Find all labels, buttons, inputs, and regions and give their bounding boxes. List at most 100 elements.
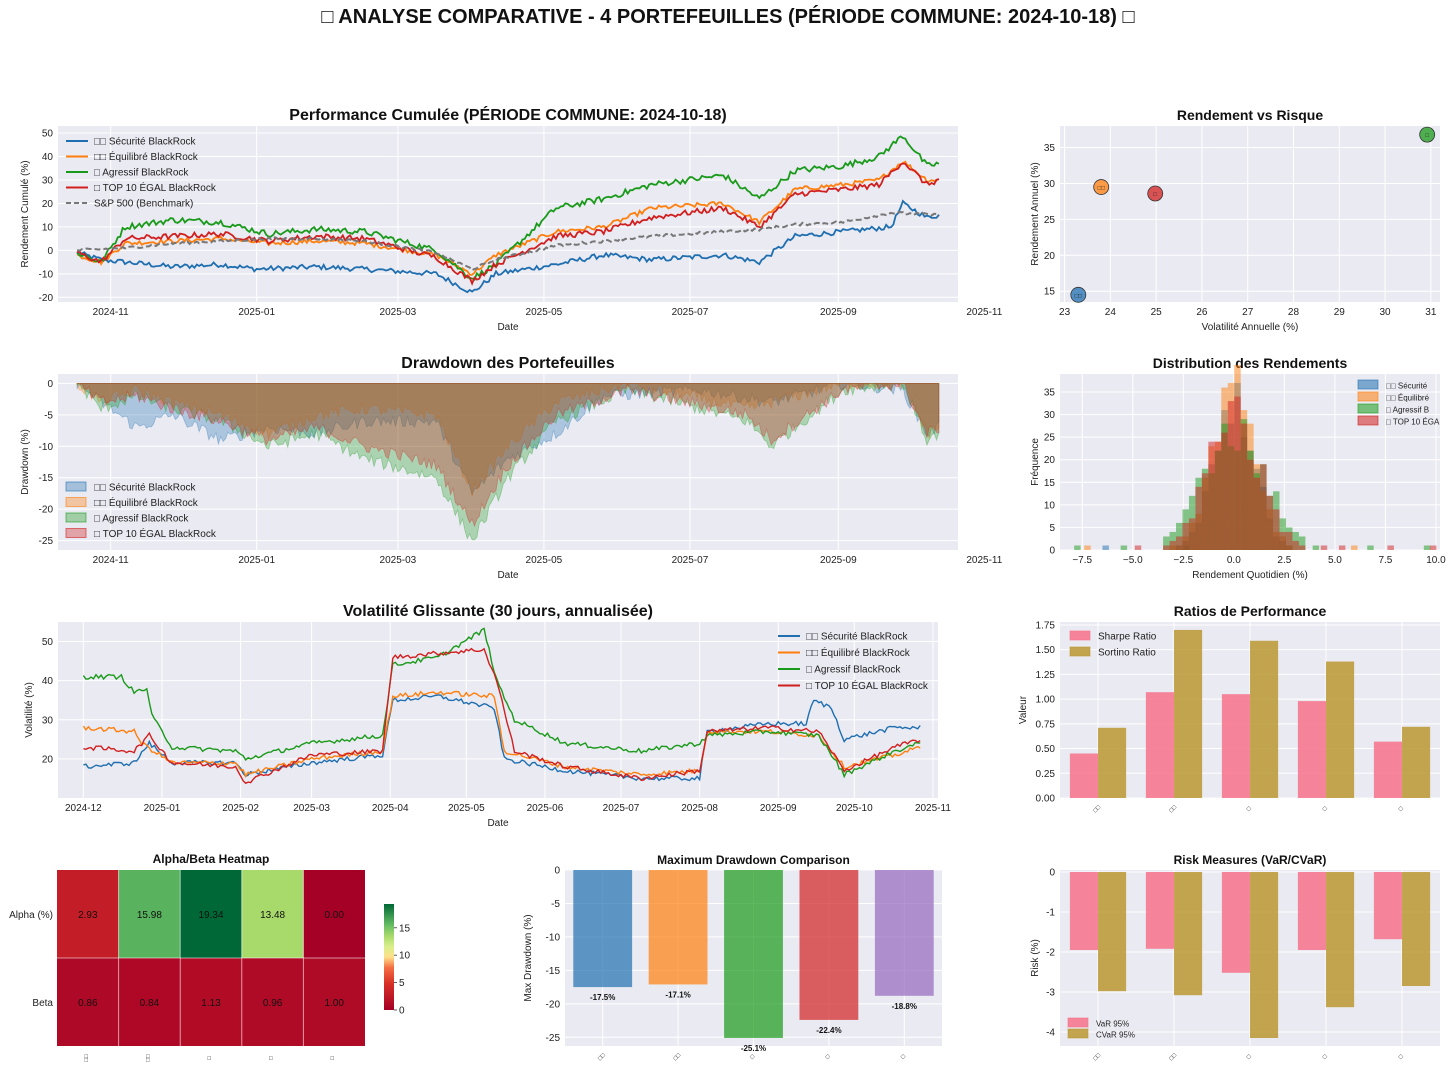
ratios-bar	[1326, 661, 1355, 798]
ratios-ytick-label: 1.75	[1036, 620, 1056, 631]
hist-legend-label: □ TOP 10 ÉGA	[1386, 418, 1440, 427]
hist-bar	[1285, 531, 1293, 550]
ratios-bar	[1373, 741, 1402, 798]
cumperf-ytick-label: 50	[42, 129, 54, 140]
rollvol-series-line	[82, 690, 921, 778]
heatmap-colorbar-label: 10	[399, 951, 411, 962]
cumperf-series-line	[76, 199, 940, 294]
riskret-xtick-label: 30	[1379, 307, 1391, 318]
var-xtick-label: □	[1246, 1054, 1253, 1061]
ratios-ytick-label: 1.25	[1036, 670, 1056, 681]
maxdd-ytick-label: -15	[546, 966, 561, 977]
drawdown-xlabel: Date	[497, 570, 519, 581]
hist-legend-swatch	[1357, 379, 1379, 390]
maxdd-ytick-label: -5	[551, 899, 560, 910]
riskret-xtick-label: 29	[1334, 307, 1346, 318]
rollvol-xtick-label: 2025-05	[448, 803, 485, 814]
var-axes: 0 -1 -2 -3 -4 Risk Measures (VaR/CVaR) Risk (%…	[1030, 853, 1440, 1062]
var-bar	[1402, 872, 1431, 986]
cumperf-xtick-label: 2024-11	[93, 307, 129, 318]
hist-bar	[1120, 545, 1128, 550]
ratios-legend-swatch	[1069, 646, 1091, 657]
maxdd-bar	[799, 870, 859, 1020]
hist-xtick-label: −7.5	[1072, 555, 1092, 566]
ratios-xtick-label: □□	[1093, 804, 1103, 814]
heatmap-cell	[118, 870, 181, 958]
cumperf-ytick-label: 0	[47, 246, 53, 257]
var-ylabel: Risk (%)	[1030, 939, 1041, 977]
heatmap-cell-value: 0.84	[140, 998, 160, 1009]
var-xtick-label: □	[1398, 1054, 1405, 1061]
rollvol-xtick-label: 2025-03	[293, 803, 330, 814]
maxdd-xtick-label: □	[825, 1054, 832, 1061]
riskret-point	[1147, 185, 1164, 202]
drawdown-xtick-label: 2024-11	[93, 555, 129, 566]
maxdd-axes: 0 -5 -10 -15 -20 -25 Maximum Drawdown Comparis…	[523, 853, 942, 1062]
ratios-xtick-label: □	[1246, 806, 1253, 813]
var-legend-label: VaR 95%	[1096, 1020, 1129, 1029]
hist-ytick-label: 0	[1049, 546, 1055, 557]
riskret-axes: 23 24 25 26 27 28 29 30 31 15 20 25 30 35 Rendement vs…	[1030, 107, 1440, 333]
rollvol-xlabel: Date	[487, 818, 509, 829]
drawdown-legend-label: □ Agressif BlackRock	[94, 514, 189, 525]
var-bar	[1174, 872, 1203, 996]
heatmap-cell	[57, 958, 119, 1046]
cumperf-xtick-label: 2025-03	[380, 307, 417, 318]
cumperf-legend-label: □ Agressif BlackRock	[94, 168, 189, 179]
hist-bar	[1163, 536, 1170, 550]
drawdown-area	[76, 381, 940, 541]
drawdown-legend-swatch	[65, 528, 87, 538]
drawdown-legend-swatch	[65, 497, 87, 507]
hist-xtick-label: 5.0	[1328, 555, 1342, 566]
rollvol-xtick-label: 2025-08	[681, 803, 718, 814]
hist-bar	[1221, 432, 1228, 550]
hist-bar	[1134, 545, 1142, 550]
var-bar	[1250, 872, 1279, 1038]
hist-bar	[1176, 536, 1183, 550]
rollvol-ytick-label: 20	[42, 754, 54, 765]
rollvol-ytick-label: 30	[42, 715, 54, 726]
var-xtick-label: □□	[1093, 1052, 1103, 1062]
riskret-xtick-label: 31	[1425, 307, 1437, 318]
hist-bar	[1195, 486, 1202, 550]
hist-ytick-label: 35	[1044, 388, 1056, 399]
drawdown-xtick-label: 2025-07	[672, 555, 709, 566]
cumperf-legend-label: □□ Équilibré BlackRock	[94, 150, 199, 163]
riskret-point-label: □□	[1075, 293, 1083, 299]
riskret-xtick-label: 23	[1059, 307, 1071, 318]
rollvol-legend-label: □□ Sécurité BlackRock	[806, 632, 909, 643]
hist-legend-swatch	[1357, 403, 1379, 414]
hist-bar	[1214, 441, 1222, 550]
ratios-bar	[1250, 640, 1279, 798]
hist-xtick-label: 0.0	[1227, 555, 1241, 566]
ratios-legend-label: Sharpe Ratio	[1098, 632, 1157, 643]
ratios-title: Ratios de Performance	[1174, 603, 1327, 619]
ratios-ytick-label: 1.00	[1036, 695, 1056, 706]
cumperf-series-line	[76, 135, 940, 281]
drawdown-legend-label: □ TOP 10 ÉGAL BlackRock	[94, 527, 217, 540]
riskret-point	[1070, 286, 1087, 303]
hist-axes: −7.5 −5.0 −2.5 0.0 2.5 5.0 7.5 10.0 0 5 10 15 20 25 30…	[1030, 355, 1446, 581]
maxdd-ytick-label: -20	[546, 999, 561, 1010]
drawdown-xtick-label: 2025-09	[820, 555, 857, 566]
heatmap-cell-value: 1.00	[324, 998, 344, 1009]
maxdd-value-label: -22.4%	[816, 1026, 841, 1035]
heatmap-axes: Alpha/Beta Heatmap 2.93 15.98 19.34 13.48 0.0…	[9, 852, 410, 1062]
ratios-bar	[1221, 694, 1250, 798]
riskret-ylabel: Rendement Annuel (%)	[1030, 162, 1041, 265]
riskret-xtick-label: 25	[1151, 307, 1163, 318]
hist-bar	[1387, 545, 1394, 550]
drawdown-area	[76, 381, 940, 497]
maxdd-bar	[573, 870, 633, 988]
cumperf-xtick-label: 2025-05	[526, 307, 563, 318]
drawdown-xtick-label: 2025-05	[526, 555, 563, 566]
heatmap-cell-value: 19.34	[198, 910, 223, 921]
ratios-xtick-label: □□	[1169, 804, 1179, 814]
hist-bar	[1253, 477, 1261, 550]
hist-legend-label: □□ Sécurité	[1386, 382, 1428, 391]
hist-bar	[1208, 441, 1215, 550]
rollvol-series-line	[82, 627, 921, 779]
heatmap-cell	[241, 958, 304, 1046]
hist-ytick-label: 25	[1044, 433, 1056, 444]
